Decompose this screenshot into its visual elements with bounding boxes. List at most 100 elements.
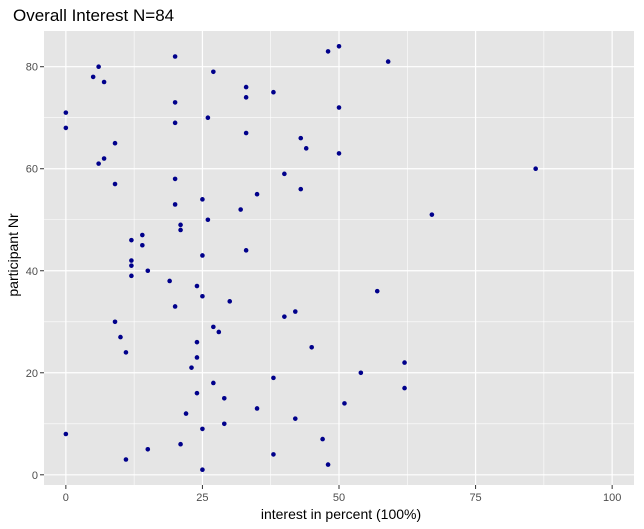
data-point: [282, 314, 287, 319]
data-point: [211, 380, 216, 386]
data-point: [254, 406, 260, 411]
data-point: [123, 350, 129, 355]
data-point: [118, 334, 123, 340]
data-point: [63, 125, 69, 131]
data-point: [172, 100, 178, 105]
data-point: [145, 446, 151, 452]
data-point: [172, 304, 178, 309]
major-gridlines: [44, 31, 634, 485]
data-point: [325, 462, 331, 467]
data-point: [282, 171, 287, 177]
data-point: [178, 227, 183, 233]
data-point: [533, 166, 538, 172]
data-point: [271, 89, 276, 95]
data-point: [402, 385, 407, 391]
data-point: [374, 288, 380, 294]
data-point: [189, 365, 194, 370]
data-point: [112, 319, 118, 325]
data-point: [227, 299, 233, 304]
data-point: [342, 401, 347, 406]
data-point: [129, 237, 134, 243]
data-point: [140, 232, 145, 238]
data-point: [271, 452, 276, 457]
data-point: [336, 44, 342, 49]
data-point: [167, 278, 172, 284]
chart-title: Overall Interest N=84: [13, 6, 174, 25]
data-point: [336, 151, 342, 156]
data-point: [145, 268, 151, 274]
data-point: [320, 436, 325, 442]
data-point: [200, 253, 205, 258]
x-tick-label: 0: [63, 492, 69, 504]
data-point: [205, 115, 211, 121]
data-point: [325, 49, 331, 54]
data-point: [96, 161, 101, 166]
y-axis-label: participant Nr: [5, 213, 21, 297]
data-point: [129, 273, 134, 279]
y-tick-label: 20: [26, 368, 38, 380]
x-tick-label: 25: [196, 492, 208, 504]
data-point: [429, 212, 435, 217]
data-point: [194, 355, 200, 360]
x-axis-label: interest in percent (100%): [261, 506, 421, 522]
data-point: [200, 467, 205, 472]
data-point: [211, 324, 216, 330]
y-tick-label: 60: [26, 164, 38, 176]
data-point: [178, 441, 183, 447]
data-point: [101, 156, 107, 161]
data-point: [298, 186, 304, 192]
data-point: [238, 207, 243, 212]
data-point: [336, 105, 342, 110]
data-point: [129, 263, 134, 268]
data-point: [254, 191, 260, 197]
data-point: [172, 202, 178, 207]
data-point: [402, 360, 407, 365]
x-tick-label: 75: [469, 492, 481, 504]
data-point: [243, 95, 249, 100]
data-point: [385, 59, 391, 64]
data-point: [243, 84, 249, 90]
data-point: [63, 110, 69, 115]
data-point: [358, 370, 364, 376]
data-point: [243, 130, 249, 136]
data-point: [292, 309, 298, 314]
data-point: [303, 146, 309, 151]
data-point: [123, 457, 129, 462]
data-point: [298, 135, 304, 141]
data-point: [96, 64, 101, 70]
data-point: [221, 395, 227, 401]
y-axis-ticks: 0 20 40 60 80: [26, 62, 44, 482]
data-point: [309, 344, 314, 350]
data-point: [172, 120, 178, 126]
data-point: [216, 329, 222, 335]
data-point: [112, 140, 118, 146]
data-point: [178, 222, 183, 228]
data-point: [243, 248, 249, 253]
data-point: [194, 339, 200, 345]
data-point: [221, 421, 227, 427]
data-point: [194, 390, 200, 396]
data-point: [140, 242, 145, 248]
data-point: [292, 416, 298, 421]
y-tick-label: 80: [26, 62, 38, 74]
data-point: [63, 431, 69, 437]
y-tick-label: 40: [26, 266, 38, 278]
data-point: [172, 54, 178, 59]
data-point: [183, 411, 189, 416]
data-point: [101, 79, 107, 85]
data-point: [129, 258, 134, 263]
x-axis-ticks: 0 25 50 75 100: [63, 485, 621, 504]
data-point: [172, 176, 178, 182]
data-points: [63, 44, 538, 472]
data-point: [211, 69, 216, 75]
data-point: [200, 426, 205, 432]
data-point: [90, 74, 96, 80]
data-point: [194, 283, 200, 289]
data-point: [112, 181, 118, 187]
y-tick-label: 0: [32, 470, 38, 482]
data-point: [200, 197, 205, 202]
data-point: [205, 217, 211, 223]
data-point: [200, 293, 205, 299]
x-tick-label: 100: [603, 492, 621, 504]
